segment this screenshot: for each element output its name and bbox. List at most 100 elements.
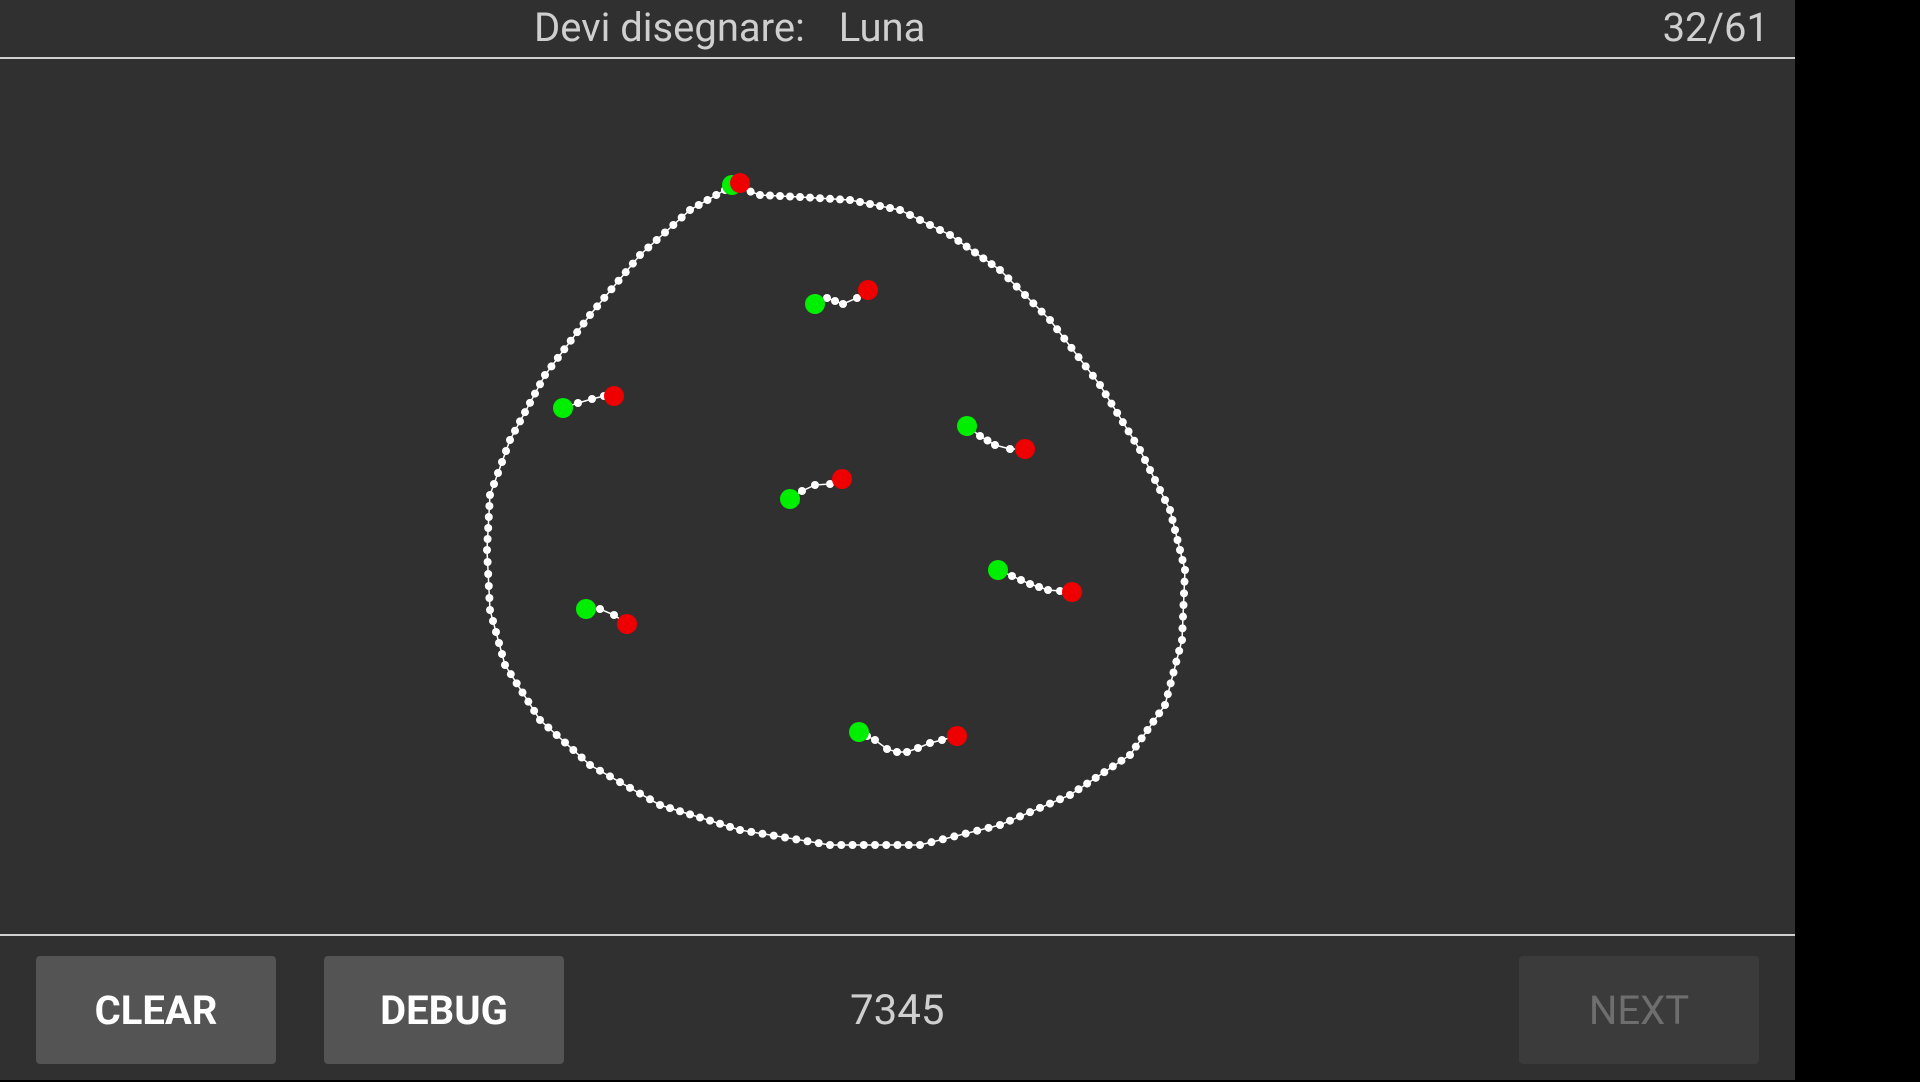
stroke-sample-dot <box>1161 496 1169 504</box>
stroke-sample-dot <box>954 236 963 245</box>
next-button[interactable]: NEXT <box>1519 956 1759 1064</box>
stroke-sample-dot <box>1175 646 1184 655</box>
stroke-sample-dot <box>544 723 553 732</box>
stroke-start-dot <box>576 599 596 619</box>
stroke-sample-dot <box>781 833 789 842</box>
stroke-sample-dot <box>495 639 503 647</box>
stroke-sample-dot <box>607 285 616 294</box>
stroke-sample-dot <box>561 738 569 747</box>
stroke-sample-dot <box>1179 601 1188 609</box>
drawing-canvas[interactable] <box>0 59 1795 934</box>
stroke-sample-dot <box>586 761 594 769</box>
stroke-sample-dot <box>1180 577 1189 586</box>
stroke-sample-dot <box>686 810 694 819</box>
stroke-sample-dot <box>666 804 674 813</box>
stroke-sample-dot <box>484 582 493 590</box>
stroke-sample-dot <box>483 558 492 566</box>
stroke-sample-dot <box>506 436 514 444</box>
stroke-sample-dot <box>661 228 669 237</box>
stroke-sample-dot <box>676 807 684 816</box>
stroke-sample-dot <box>1035 583 1043 591</box>
stroke-sample-dot <box>586 311 594 319</box>
stroke-sample-dot <box>1026 580 1034 588</box>
stroke-end-dot <box>617 614 637 634</box>
stroke-sample-dot <box>486 606 494 614</box>
stroke-sample-dot <box>1006 816 1014 825</box>
stroke-sample-dot <box>636 251 644 259</box>
stroke-sample-dot <box>614 276 623 285</box>
stroke-sample-dot <box>776 192 784 200</box>
stroke-sample-dot <box>1088 371 1097 380</box>
stroke-sample-dot <box>610 611 618 619</box>
stroke-sample-dot <box>1036 803 1044 812</box>
stroke-sample-dot <box>846 196 854 204</box>
stroke-sample-dot <box>803 837 812 846</box>
debug-button[interactable]: DEBUG <box>324 956 564 1064</box>
stroke-sample-dot <box>1161 701 1169 709</box>
stroke-sample-dot <box>646 795 654 804</box>
stroke-sample-dot <box>756 191 764 199</box>
stroke-sample-dot <box>973 826 982 835</box>
stroke-sample-dot <box>882 841 891 849</box>
stroke-sample-dot <box>916 841 924 849</box>
stroke-sample-dot <box>826 194 834 203</box>
stroke-sample-dot <box>569 746 578 754</box>
stroke-sample-dot <box>866 200 874 208</box>
stroke-end-dot <box>947 726 967 746</box>
stroke-sample-dot <box>644 243 653 252</box>
stroke-sample-dot <box>746 187 755 196</box>
stroke-sample-dot <box>1012 282 1021 291</box>
stroke-sample-dot <box>1178 624 1187 633</box>
stroke-sample-dot <box>1131 742 1140 751</box>
stroke-sample-dot <box>938 835 947 844</box>
stroke-sample-dot <box>703 196 712 204</box>
stroke-end-dot <box>604 386 624 406</box>
stroke-7 <box>849 722 967 756</box>
stroke-sample-dot <box>996 821 1004 829</box>
stroke-sample-dot <box>1172 657 1181 666</box>
stroke-1 <box>805 280 878 314</box>
stroke-sample-dot <box>1141 456 1149 464</box>
stroke-start-dot <box>780 489 800 509</box>
stroke-sample-dot <box>976 432 984 440</box>
stroke-sample-dot <box>1108 762 1117 771</box>
stroke-sample-dot <box>726 822 734 831</box>
stroke-sample-dot <box>1053 325 1062 334</box>
stroke-sample-dot <box>530 706 539 715</box>
stroke-end-dot <box>858 280 878 300</box>
stroke-sample-dot <box>547 362 556 371</box>
prompt: Devi disegnare: Luna <box>534 4 925 51</box>
stroke-sample-dot <box>531 389 539 398</box>
stroke-end-dot <box>1015 439 1035 459</box>
stroke-sample-dot <box>1016 812 1024 821</box>
stroke-sample-dot <box>1021 291 1029 299</box>
stroke-sample-dot <box>616 778 624 787</box>
stroke-sample-dot <box>506 670 515 679</box>
stroke-sample-dot <box>483 535 492 543</box>
stroke-sample-dot <box>962 242 971 251</box>
stroke-sample-dot <box>831 297 839 305</box>
stroke-end-dot <box>1062 582 1082 602</box>
clear-button[interactable]: CLEAR <box>36 956 276 1064</box>
stroke-sample-dot <box>536 380 544 389</box>
stroke-sample-dot <box>574 399 582 407</box>
stroke-sample-dot <box>1130 436 1139 445</box>
stroke-sample-dot <box>1126 751 1134 759</box>
stroke-sample-dot <box>706 816 714 825</box>
stroke-sample-dot <box>1067 343 1076 352</box>
stroke-sample-dot <box>1113 408 1122 417</box>
stroke-sample-dot <box>853 294 861 302</box>
stroke-sample-dot <box>716 819 724 828</box>
stroke-sample-dot <box>991 441 999 449</box>
stroke-sample-dot <box>596 766 604 775</box>
stroke-sample-dot <box>626 783 634 792</box>
stroke-sample-dot <box>826 841 834 849</box>
stroke-sample-dot <box>871 841 879 849</box>
stroke-sample-dot <box>621 268 630 277</box>
stroke-sample-dot <box>498 458 506 466</box>
stroke-sample-dot <box>796 193 804 201</box>
stroke-sample-dot <box>903 748 911 756</box>
stroke-sample-dot <box>1026 808 1034 817</box>
stroke-0 <box>483 173 1189 849</box>
stroke-sample-dot <box>489 617 497 625</box>
